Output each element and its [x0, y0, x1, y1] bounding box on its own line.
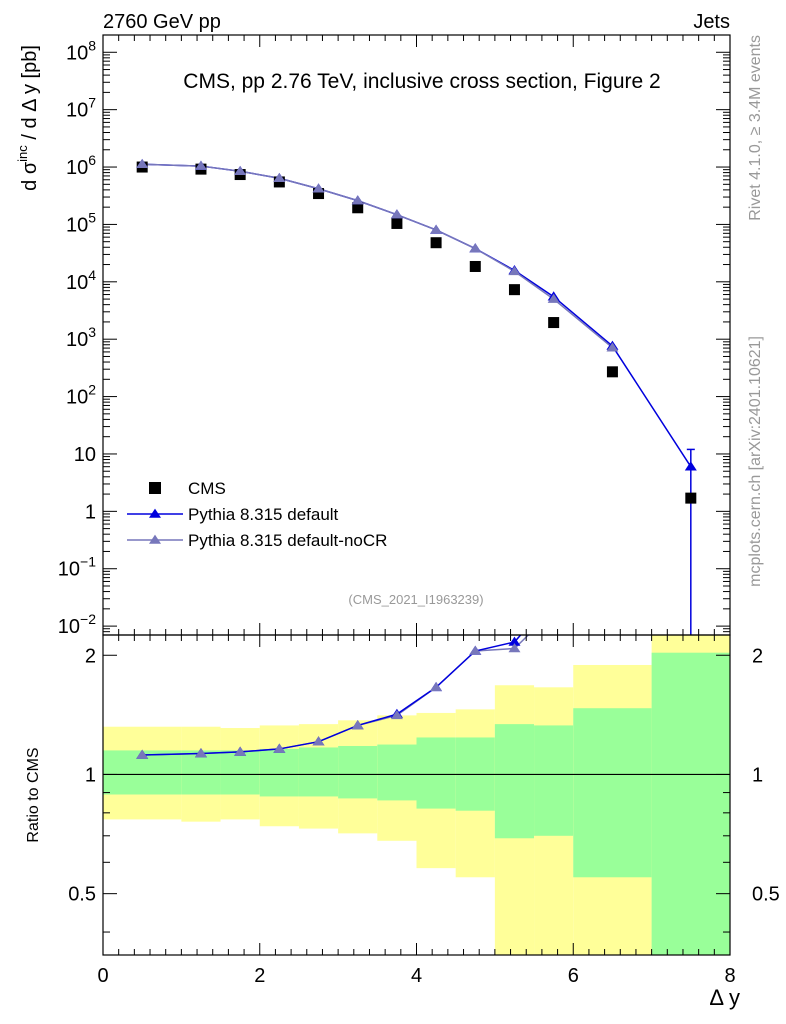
cms-data-point	[508, 284, 520, 296]
legend-marker-cms	[149, 482, 161, 494]
ratio-band-inner	[259, 748, 299, 797]
y-tick-label: 1	[85, 501, 96, 523]
ratio-lines	[136, 635, 530, 759]
y-tick-label: 105	[66, 209, 96, 236]
ratio-band-inner	[651, 652, 730, 955]
legend-marker-default	[149, 508, 161, 518]
mc-marker-nocr	[351, 195, 364, 205]
y-tick-label: 108	[66, 37, 96, 64]
cms-data-point	[548, 317, 560, 329]
ratio-marker-default	[508, 636, 521, 646]
cms-data-point	[352, 202, 364, 214]
y-axis-label-sup: inc	[15, 145, 30, 162]
ratio-tick-label-right: 2	[752, 645, 763, 667]
ratio-tick-label-right: 0.5	[752, 884, 780, 906]
mcplots-citation-label: mcplots.cern.ch [arXiv:2401.10621]	[747, 336, 764, 587]
ratio-band-inner	[494, 724, 535, 839]
x-tick-label: 4	[411, 965, 422, 987]
analysis-id: (CMS_2021_I1963239)	[348, 592, 483, 607]
legend-label-default: Pythia 8.315 default	[188, 505, 339, 524]
mc-line-default	[142, 163, 692, 468]
rivet-version-label: Rivet 4.1.0, ≥ 3.4M events	[747, 35, 764, 221]
cms-data-point	[685, 492, 697, 504]
main-plot	[136, 158, 697, 635]
mc-line-nocr	[142, 163, 613, 349]
ratio-marker-nocr	[351, 720, 364, 730]
ratio-marker-nocr	[136, 749, 149, 759]
y-axis-label-d: d σ	[19, 161, 41, 191]
chart-title: CMS, pp 2.76 TeV, inclusive cross sectio…	[183, 70, 660, 93]
header-process-label: Jets	[693, 11, 730, 33]
ratio-band-inner	[298, 747, 339, 797]
legend-marker-nocr	[149, 534, 161, 544]
ratio-band-inner	[534, 725, 574, 836]
ratio-tick-label-left: 2	[85, 645, 96, 667]
ratio-band-inner	[338, 745, 378, 799]
mc-marker-nocr	[273, 172, 286, 183]
ratio-band-inner	[181, 750, 221, 795]
mc-marker-nocr	[547, 293, 560, 303]
ratio-tick-label-right: 1	[752, 764, 763, 786]
ratio-band-inner	[377, 744, 417, 801]
ratio-tick-label-left: 1	[85, 764, 96, 786]
ratio-band-inner	[220, 750, 260, 795]
ratio-line-default	[142, 635, 522, 756]
ratio-marker-nocr	[234, 746, 247, 756]
y-tick-label: 104	[66, 267, 96, 294]
ratio-marker-nocr	[194, 748, 207, 758]
cms-data-point	[313, 188, 325, 200]
mc-marker-nocr	[234, 165, 247, 176]
ratio-marker-nocr	[508, 643, 521, 653]
ratio-y-axis-label: Ratio to CMS	[25, 747, 42, 842]
mc-marker-nocr	[390, 209, 403, 219]
x-tick-label: 8	[724, 965, 735, 987]
x-tick-label: 0	[97, 965, 108, 987]
legend-label-nocr: Pythia 8.315 default-noCR	[188, 531, 387, 550]
header-energy-label: 2760 GeV pp	[103, 11, 221, 33]
ratio-tick-label-left: 0.5	[68, 884, 96, 906]
legend-label-cms: CMS	[188, 479, 226, 498]
ratio-bands	[103, 635, 730, 955]
mc-marker-nocr	[508, 265, 521, 276]
y-axis-label-rest: / d Δ y [pb]	[19, 45, 41, 145]
cms-data-point	[606, 366, 618, 378]
x-tick-label: 6	[568, 965, 579, 987]
ratio-band-inner	[416, 737, 456, 809]
mc-marker-nocr	[430, 224, 443, 234]
y-tick-label: 103	[66, 324, 96, 351]
mc-marker-nocr	[194, 160, 207, 170]
cms-data-point	[430, 237, 442, 249]
y-tick-label: 106	[66, 152, 96, 179]
y-tick-label: 10	[74, 444, 96, 466]
y-tick-label: 102	[66, 382, 96, 409]
mc-marker-nocr	[606, 342, 619, 352]
mc-marker-default	[684, 461, 697, 471]
cms-data-point	[469, 260, 481, 272]
mc-marker-nocr	[312, 183, 325, 193]
ratio-marker-nocr	[390, 709, 403, 720]
mc-marker-nocr	[469, 243, 482, 253]
ticks: 0 2 4 6 8 10−2 10−1 1 10 102 103 104 105 106 107 108 0.5…	[58, 34, 780, 987]
y-axis-label: d σinc / d Δ y [pb]	[15, 45, 41, 191]
ratio-marker-nocr	[273, 743, 286, 753]
ratio-band-inner	[573, 708, 652, 878]
cms-data-point	[391, 217, 403, 229]
x-axis-label: Δ y	[709, 985, 740, 1010]
y-tick-label: 10−1	[58, 554, 96, 581]
ratio-marker-nocr	[312, 736, 325, 746]
y-tick-label: 10−2	[58, 611, 96, 638]
y-tick-label: 107	[66, 95, 96, 122]
ratio-marker-nocr	[430, 681, 443, 692]
x-tick-label: 2	[254, 965, 265, 987]
ratio-marker-nocr	[469, 645, 482, 655]
legend: CMS Pythia 8.315 default Pythia 8.315 defa…	[127, 479, 387, 550]
mc-marker-nocr	[136, 158, 149, 168]
